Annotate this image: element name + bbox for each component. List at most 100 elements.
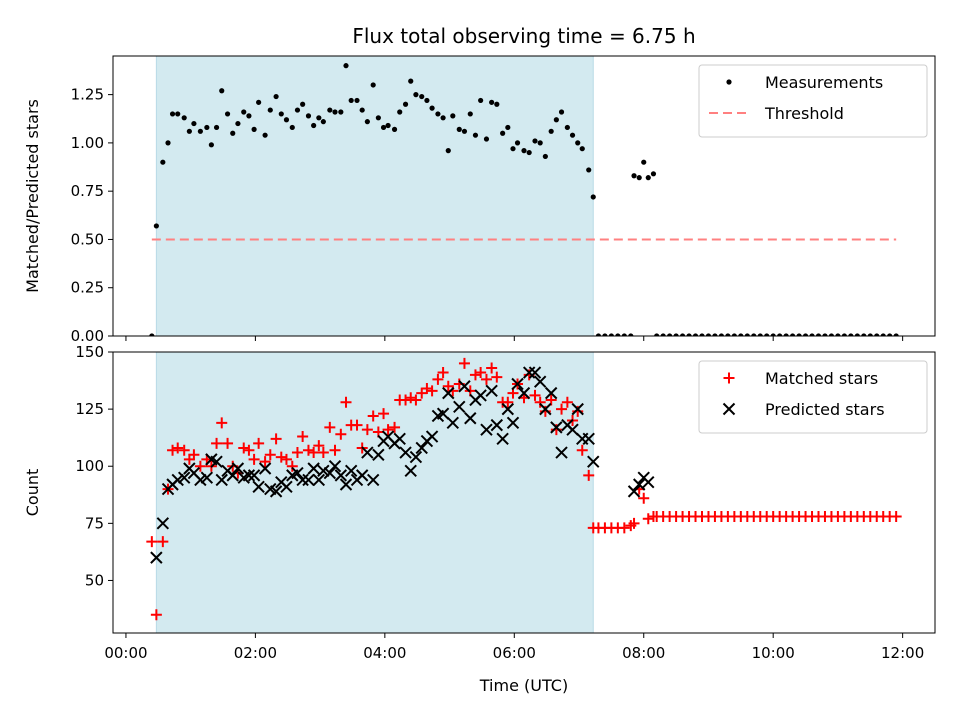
data-point <box>291 466 304 480</box>
data-point <box>544 386 558 400</box>
data-point <box>679 333 686 336</box>
data-point <box>586 167 592 173</box>
data-point <box>545 394 557 406</box>
data-point <box>317 447 329 459</box>
data-point <box>478 97 484 104</box>
data-point <box>146 536 158 548</box>
plot-area <box>149 63 899 336</box>
data-point <box>486 362 498 374</box>
data-point <box>835 333 841 336</box>
data-point <box>725 333 731 336</box>
data-point <box>450 113 456 119</box>
data-point <box>426 385 438 397</box>
chart-title: Flux total observing time = 6.75 h <box>352 24 695 48</box>
data-point <box>242 469 256 482</box>
data-point <box>469 369 481 381</box>
data-point <box>511 377 524 391</box>
series-matched-stars <box>146 357 902 621</box>
data-point <box>340 396 352 408</box>
data-point <box>248 453 260 465</box>
data-point <box>660 333 666 336</box>
data-point <box>491 371 503 383</box>
data-point <box>351 419 363 431</box>
data-point <box>764 333 770 336</box>
data-point <box>475 367 487 379</box>
data-point <box>300 101 306 107</box>
data-point <box>887 333 893 336</box>
data-point <box>210 455 223 468</box>
data-point <box>409 450 423 464</box>
legend-swatch <box>723 372 735 384</box>
data-point <box>361 446 374 459</box>
data-point <box>437 367 449 379</box>
series-predicted-stars <box>150 366 655 564</box>
data-point <box>280 480 293 493</box>
data-point <box>522 366 536 379</box>
data-point <box>235 120 241 127</box>
data-point <box>370 82 376 88</box>
data-point <box>311 122 317 129</box>
axes-frame <box>112 55 936 337</box>
ratio-panel: 0.00 0.25 0.50 0.75 1.00 1.25 Matched/Predicte… <box>23 55 936 345</box>
data-point <box>380 124 387 131</box>
legend-box <box>698 64 928 138</box>
data-point <box>181 115 187 121</box>
data-point <box>165 140 171 146</box>
y-tick-label: 75 <box>85 514 104 532</box>
data-point <box>238 442 250 454</box>
data-point <box>343 63 349 69</box>
data-point <box>699 333 705 336</box>
data-point <box>391 126 398 132</box>
data-point <box>211 437 223 449</box>
data-point <box>483 136 490 142</box>
data-point <box>533 375 547 388</box>
data-point <box>312 473 326 487</box>
data-point <box>393 432 406 446</box>
legend-swatch <box>722 402 736 416</box>
data-point <box>389 421 401 433</box>
data-point <box>467 111 473 117</box>
data-point <box>246 113 252 119</box>
data-point <box>489 99 495 105</box>
data-point <box>150 609 162 621</box>
data-point <box>197 128 203 134</box>
data-point <box>177 471 191 484</box>
data-point <box>270 433 282 445</box>
data-point <box>286 460 298 472</box>
data-point <box>528 366 542 379</box>
data-point <box>558 109 565 115</box>
data-point <box>400 394 412 406</box>
data-point <box>408 78 414 84</box>
data-point <box>446 416 460 430</box>
data-point <box>608 333 614 336</box>
data-point <box>157 536 169 548</box>
data-point <box>425 430 439 443</box>
data-point <box>172 442 184 454</box>
data-point <box>458 357 470 369</box>
data-point <box>571 402 584 416</box>
data-point <box>399 446 412 459</box>
data-point <box>169 111 176 117</box>
y-tick-label: 0.00 <box>71 327 104 345</box>
data-point <box>275 451 287 463</box>
y-tick-label: 150 <box>75 343 104 361</box>
data-point <box>502 396 514 408</box>
x-tick-label: 10:00 <box>752 644 795 662</box>
data-point <box>529 389 541 401</box>
data-point <box>893 333 899 336</box>
data-point <box>550 421 563 434</box>
data-point <box>308 447 320 459</box>
legend-box <box>698 360 928 434</box>
data-point <box>178 444 190 456</box>
data-point <box>828 333 835 336</box>
x-tick-label: 12:00 <box>881 644 924 662</box>
data-point <box>410 394 422 406</box>
data-point <box>841 333 847 336</box>
data-point <box>324 421 336 433</box>
data-point <box>555 446 568 459</box>
y-tick-label: 125 <box>75 400 104 418</box>
y-tick-label: 0.25 <box>71 279 104 297</box>
data-point <box>156 517 170 530</box>
y-tick-label: 50 <box>85 571 104 589</box>
data-point <box>323 466 337 480</box>
